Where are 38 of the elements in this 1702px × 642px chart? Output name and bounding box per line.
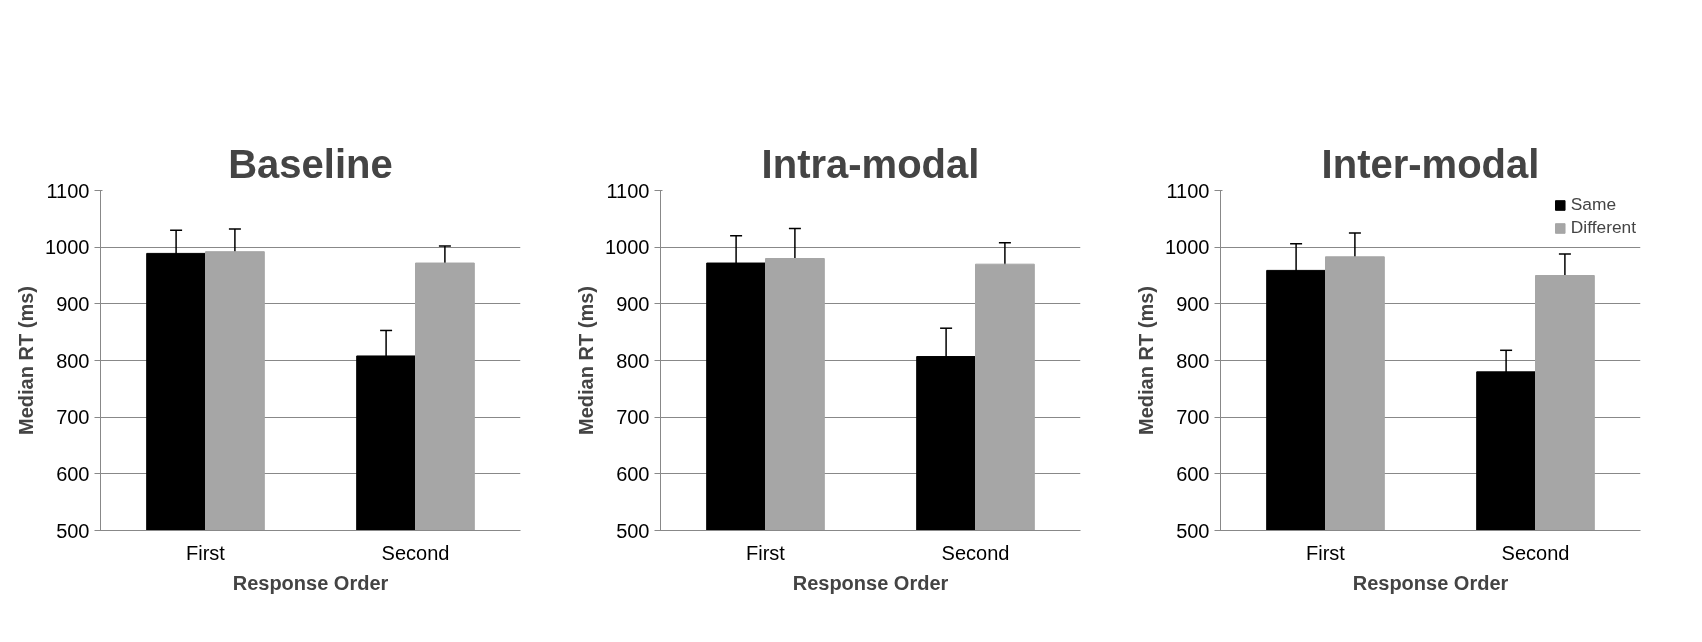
y-tick-label: 700 — [616, 406, 650, 429]
legend-label: Different — [1570, 217, 1636, 238]
y-tick-label: 900 — [1176, 292, 1210, 315]
y-tick-label: 700 — [56, 406, 90, 429]
y-tick-label: 1000 — [605, 236, 650, 259]
y-axis-title: Median RT (ms) — [575, 286, 598, 435]
chart-title: Baseline — [228, 141, 393, 186]
y-tick-label: 700 — [1176, 406, 1210, 429]
y-tick-label: 900 — [616, 292, 650, 315]
y-tick-label: 1000 — [45, 236, 90, 259]
y-tick-label: 600 — [616, 462, 650, 485]
x-axis-title: Response Order — [792, 571, 949, 594]
y-tick-label: 500 — [616, 519, 650, 542]
y-tick-label: 800 — [1176, 349, 1210, 372]
y-tick-label: 900 — [56, 292, 90, 315]
y-tick-label: 800 — [56, 349, 90, 372]
x-tick-label: First — [746, 541, 786, 564]
y-tick-label: 1100 — [1166, 179, 1210, 202]
y-tick-label: 600 — [56, 462, 90, 485]
y-tick-label: 600 — [1176, 462, 1210, 485]
x-axis-title: Response Order — [1352, 571, 1509, 594]
x-tick-label: First — [186, 541, 226, 564]
y-axis-title: Median RT (ms) — [1135, 286, 1158, 435]
y-tick-label: 500 — [1176, 519, 1210, 542]
y-tick-label: 500 — [56, 519, 90, 542]
x-tick-label: Second — [381, 541, 450, 564]
x-axis-title: Response Order — [232, 571, 389, 594]
y-axis-title: Median RT (ms) — [15, 286, 38, 435]
y-tick-label: 1100 — [606, 179, 650, 202]
legend-label: Same — [1570, 194, 1617, 215]
y-tick-label: 1100 — [46, 179, 90, 202]
x-tick-label: First — [1306, 541, 1346, 564]
chart-title: Intra-modal — [761, 141, 980, 186]
chart-title: Inter-modal — [1321, 141, 1540, 186]
x-tick-label: Second — [941, 541, 1010, 564]
y-tick-label: 800 — [616, 349, 650, 372]
x-tick-label: Second — [1501, 541, 1570, 564]
y-tick-label: 1000 — [1165, 236, 1210, 259]
